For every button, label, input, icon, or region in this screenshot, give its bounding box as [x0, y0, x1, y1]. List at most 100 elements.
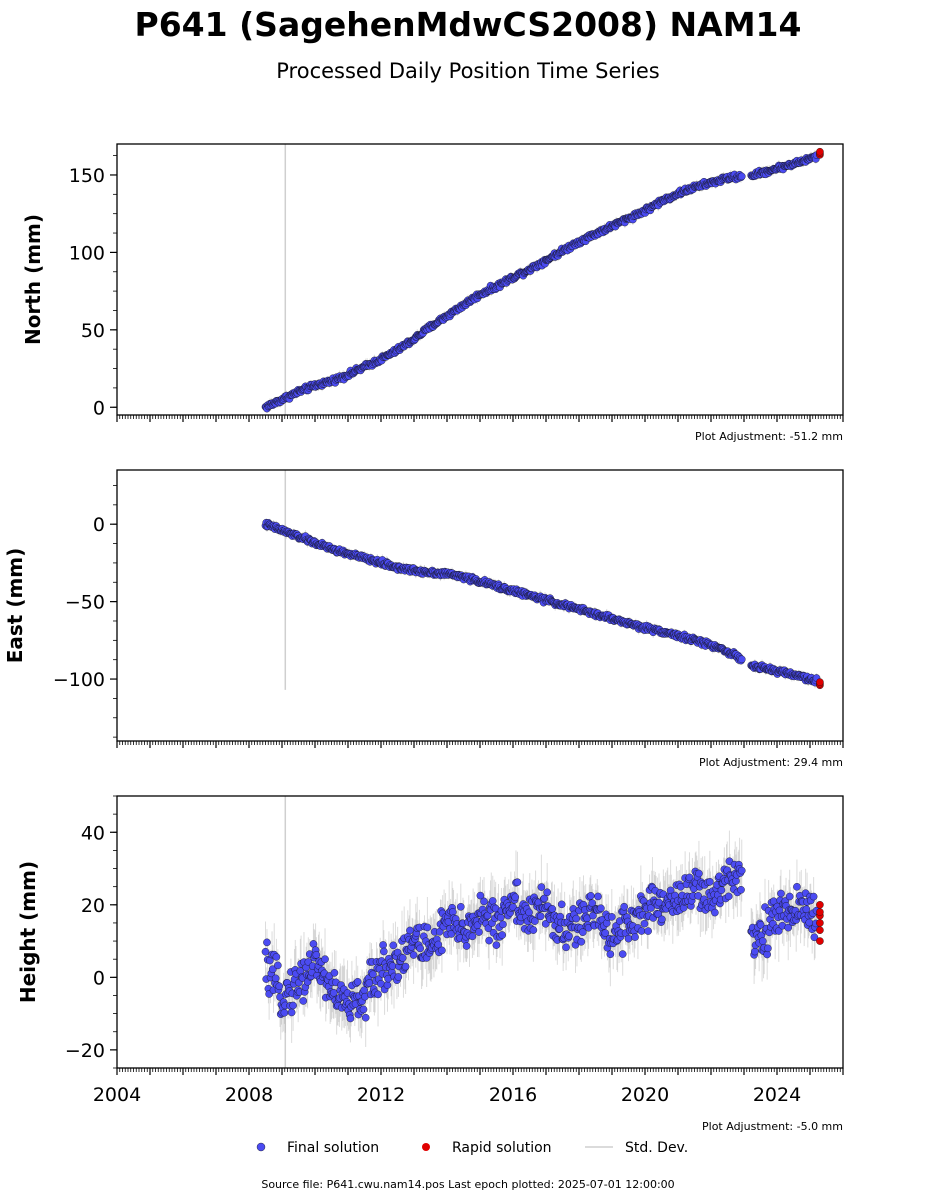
final-point [694, 892, 702, 900]
final-point [695, 869, 703, 878]
final-point [647, 904, 655, 912]
final-point [268, 965, 277, 974]
final-point [280, 1008, 289, 1017]
final-point [389, 941, 398, 950]
final-point [594, 892, 602, 901]
final-point [529, 926, 538, 934]
final-point [555, 925, 564, 933]
final-point [379, 941, 387, 949]
final-point [275, 982, 284, 991]
final-point [360, 986, 369, 994]
final-point [608, 913, 616, 921]
y-ticks [110, 155, 117, 408]
final-point [438, 946, 446, 955]
final-point [346, 1014, 355, 1023]
rapid-point [816, 147, 824, 156]
final-point [263, 938, 271, 947]
final-point [717, 886, 726, 894]
final-point [706, 878, 714, 886]
final-point [606, 950, 615, 959]
final-point [383, 981, 392, 989]
panel-1: 0 50 100 150 North (mm) Plot Adjustment: -51.… [21, 143, 844, 443]
final-point [312, 951, 321, 959]
final-point [261, 947, 270, 956]
final-point [409, 951, 418, 959]
final-point [299, 997, 308, 1005]
final-point [456, 903, 465, 911]
final-points [261, 857, 821, 1023]
plot-adjustment: Plot Adjustment: 29.4 mm [699, 756, 843, 769]
final-point [637, 927, 646, 935]
final-point [488, 897, 497, 905]
final-point [572, 914, 581, 923]
final-points [261, 518, 821, 687]
final-point [394, 973, 403, 981]
y-tick-label: 0 [93, 397, 105, 419]
plot-area [261, 470, 824, 690]
final-point [447, 930, 456, 938]
final-point [640, 919, 649, 928]
final-point [369, 970, 377, 979]
final-point [540, 894, 549, 903]
final-point [631, 933, 639, 941]
final-point [330, 969, 339, 977]
final-point [485, 936, 493, 945]
y-tick-label: 150 [69, 165, 105, 187]
final-point [536, 912, 545, 921]
chart-subtitle: Processed Daily Position Time Series [276, 59, 660, 83]
final-point [492, 941, 501, 949]
final-points [261, 151, 821, 413]
final-point [586, 892, 595, 900]
plot-area [261, 796, 824, 1068]
final-point [499, 920, 507, 929]
final-point [475, 928, 483, 936]
final-point [274, 961, 282, 970]
final-point [416, 944, 424, 953]
chart-title: P641 (SagehenMdwCS2008) NAM14 [135, 5, 802, 44]
final-point [548, 905, 557, 913]
y-tick-label: 50 [81, 320, 105, 342]
final-point [498, 931, 506, 939]
final-point [597, 904, 605, 913]
final-point [562, 943, 570, 952]
y-tick-label: −100 [53, 669, 105, 691]
final-point [513, 878, 522, 887]
final-point [329, 989, 338, 997]
final-point [468, 932, 477, 941]
axes-frame [116, 469, 844, 742]
final-point [434, 940, 443, 949]
final-point [435, 927, 444, 936]
final-point [654, 910, 663, 918]
final-point [353, 978, 362, 986]
plot-adjustment: Plot Adjustment: -51.2 mm [695, 430, 843, 443]
final-point [321, 955, 329, 964]
final-point [361, 1013, 370, 1022]
rapid-points [816, 147, 824, 159]
final-point [620, 902, 628, 911]
final-point [496, 913, 505, 922]
final-point [365, 979, 374, 987]
y-axis-label: East (mm) [3, 548, 27, 664]
y-tick-label: 100 [69, 242, 105, 264]
panels: 0 50 100 150 North (mm) Plot Adjustment: -51.… [3, 143, 844, 1133]
final-point [737, 172, 746, 181]
final-point [374, 990, 382, 999]
final-point [289, 1001, 297, 1010]
final-point [388, 962, 397, 970]
final-point [658, 915, 666, 924]
final-point [618, 950, 627, 958]
axes-frame [116, 143, 844, 416]
final-point [423, 923, 432, 932]
final-point [480, 897, 488, 906]
final-point [711, 908, 719, 917]
final-point [565, 932, 573, 940]
rapid-points [816, 678, 824, 690]
final-point [484, 924, 493, 933]
plot-area [261, 144, 824, 415]
x-ticks [116, 741, 844, 748]
panel-2: 0 −50 −100 East (mm) Plot Adjustment: 29.4 m… [3, 469, 844, 769]
y-tick-label: 0 [93, 514, 105, 536]
final-point [557, 900, 566, 909]
final-point [685, 873, 694, 882]
